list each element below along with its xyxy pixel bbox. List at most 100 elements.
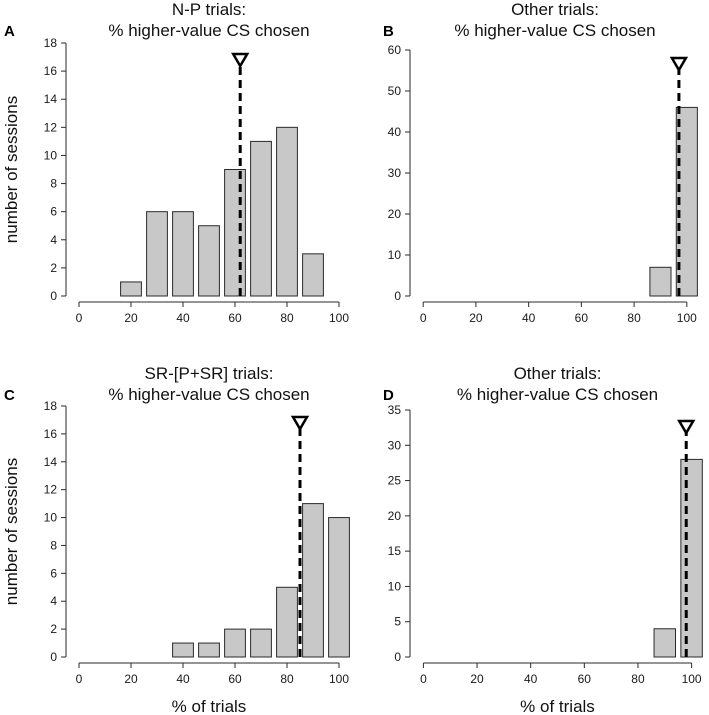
histogram-bar: [146, 211, 168, 297]
y-tick-label: 2: [50, 261, 57, 275]
x-axis-label: % of trials: [172, 697, 247, 715]
histogram-bar: [120, 281, 142, 297]
y-tick-label: 20: [388, 509, 402, 523]
x-tick-label: 60: [228, 311, 242, 325]
x-tick-label: 80: [631, 672, 645, 686]
histogram-bar: [250, 628, 272, 658]
x-tick-label: 100: [682, 672, 702, 686]
histogram-bar: [276, 126, 298, 297]
histogram-bar: [675, 106, 698, 297]
y-tick-label: 30: [388, 438, 402, 452]
y-tick-label: 10: [44, 511, 58, 525]
x-tick-label: 0: [76, 311, 83, 325]
histogram-bar: [328, 517, 350, 658]
y-tick-label: 18: [44, 36, 58, 50]
y-tick-label: 4: [50, 594, 57, 608]
histogram-bar: [172, 642, 194, 658]
histogram-bar: [302, 253, 324, 297]
histogram-bar: [224, 628, 246, 658]
x-tick-label: 20: [469, 311, 483, 325]
chart-title-line1: N-P trials:: [172, 0, 246, 19]
histogram-bar: [680, 458, 703, 658]
x-tick-label: 60: [578, 672, 592, 686]
chart-title-line1: Other trials:: [514, 364, 602, 383]
chart-title-line1: Other trials:: [511, 0, 599, 19]
x-tick-label: 20: [470, 672, 484, 686]
y-axis-label: number of sessions: [2, 96, 21, 243]
y-tick-label: 12: [44, 483, 58, 497]
chart-title-line2: % higher-value CS chosen: [454, 21, 655, 40]
y-tick-label: 10: [44, 148, 58, 162]
x-tick-label: 20: [124, 672, 138, 686]
chart-title-line2: % higher-value CS chosen: [457, 385, 658, 404]
y-tick-label: 20: [388, 207, 402, 221]
y-tick-label: 12: [44, 120, 58, 134]
x-axis-label: % of trials: [520, 697, 595, 715]
x-tick-label: 100: [329, 311, 349, 325]
median-marker: [677, 419, 696, 436]
y-tick-label: 16: [44, 64, 58, 78]
panel-label: D: [383, 387, 394, 404]
panel-b: B Other trials: % higher-value CS chosen 0 1…: [383, 0, 698, 325]
x-tick-label: 80: [280, 672, 294, 686]
panel-a: A N-P trials: % higher-value CS chosen 0 2 4 6…: [2, 0, 349, 325]
y-tick-label: 18: [44, 399, 58, 413]
y-tick-label: 40: [388, 125, 402, 139]
panel-label: B: [383, 23, 394, 40]
y-tick-label: 6: [50, 566, 57, 580]
y-tick-label: 30: [388, 166, 402, 180]
x-tick-label: 100: [329, 672, 349, 686]
x-tick-label: 100: [677, 311, 697, 325]
x-tick-label: 60: [575, 311, 589, 325]
histogram-bar: [649, 266, 672, 297]
x-tick-label: 40: [524, 672, 538, 686]
y-tick-label: 8: [50, 177, 57, 191]
y-tick-label: 6: [50, 205, 57, 219]
x-tick-label: 0: [420, 672, 427, 686]
histogram-bar: [172, 211, 194, 297]
y-tick-label: 10: [388, 248, 402, 262]
x-tick-label: 0: [76, 672, 83, 686]
y-tick-label: 0: [50, 650, 57, 664]
panel-label: A: [4, 23, 15, 40]
chart-title-line2: % higher-value CS chosen: [108, 21, 309, 40]
x-tick-label: 80: [280, 311, 294, 325]
histogram-bar: [224, 169, 246, 297]
histogram-bar: [302, 503, 324, 658]
panel-d: D Other trials: % higher-value CS chosen 0 5…: [383, 364, 703, 715]
x-tick-label: 20: [124, 311, 138, 325]
y-tick-label: 35: [388, 403, 402, 417]
histogram-bar: [198, 225, 220, 297]
x-tick-label: 40: [176, 672, 190, 686]
y-tick-label: 16: [44, 427, 58, 441]
y-tick-label: 10: [388, 579, 402, 593]
y-tick-label: 15: [388, 544, 402, 558]
chart-title-line2: % higher-value CS chosen: [108, 385, 309, 404]
histogram-bar: [653, 628, 677, 658]
x-tick-label: 40: [176, 311, 190, 325]
x-tick-label: 80: [627, 311, 641, 325]
histogram-bar: [276, 586, 298, 658]
median-marker: [669, 56, 689, 73]
y-tick-label: 8: [50, 538, 57, 552]
y-tick-label: 2: [50, 622, 57, 636]
y-tick-label: 5: [394, 615, 401, 629]
y-tick-label: 14: [44, 455, 58, 469]
panel-label: C: [4, 387, 15, 404]
y-tick-label: 0: [394, 289, 401, 303]
x-tick-label: 0: [420, 311, 427, 325]
y-tick-label: 50: [388, 84, 402, 98]
y-tick-label: 25: [388, 474, 402, 488]
median-marker: [231, 52, 250, 69]
panel-c: C SR-[P+SR] trials: % higher-value CS chos…: [2, 364, 350, 715]
histogram-bar: [250, 140, 272, 297]
y-tick-label: 60: [388, 43, 402, 57]
y-axis-label: number of sessions: [2, 458, 21, 605]
histogram-bar: [198, 642, 220, 658]
median-marker: [290, 415, 310, 432]
x-tick-label: 60: [228, 672, 242, 686]
chart-title-line1: SR-[P+SR] trials:: [145, 364, 274, 383]
y-tick-label: 0: [50, 289, 57, 303]
y-tick-label: 0: [394, 650, 401, 664]
